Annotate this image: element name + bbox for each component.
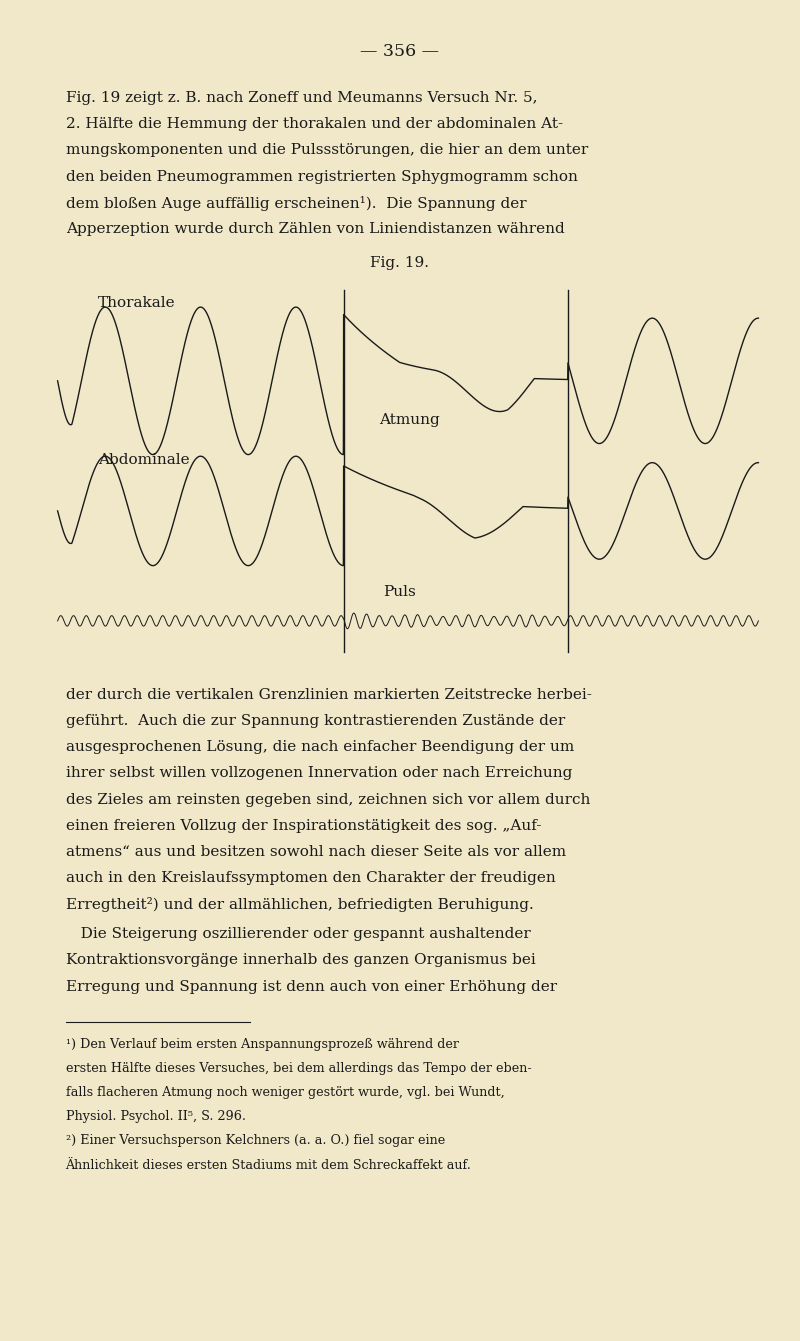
Text: mungskomponenten und die Pulssstörungen, die hier an dem unter: mungskomponenten und die Pulssstörungen,…: [66, 143, 588, 157]
Text: den beiden Pneumogrammen registrierten Sphygmogramm schon: den beiden Pneumogrammen registrierten S…: [66, 169, 578, 184]
Text: Physiol. Psychol. II⁵, S. 296.: Physiol. Psychol. II⁵, S. 296.: [66, 1110, 246, 1124]
Text: Erregtheit²) und der allmählichen, befriedigten Beruhigung.: Erregtheit²) und der allmählichen, befri…: [66, 897, 534, 912]
Text: dem bloßen Auge auffällig erscheinen¹).  Die Spannung der: dem bloßen Auge auffällig erscheinen¹). …: [66, 196, 526, 211]
Text: des Zieles am reinsten gegeben sind, zeichnen sich vor allem durch: des Zieles am reinsten gegeben sind, zei…: [66, 793, 590, 806]
Text: ¹) Den Verlauf beim ersten Anspannungsprozeß während der: ¹) Den Verlauf beim ersten Anspannungspr…: [66, 1038, 458, 1051]
Text: Kontraktionsvorgänge innerhalb des ganzen Organismus bei: Kontraktionsvorgänge innerhalb des ganze…: [66, 953, 535, 967]
Text: falls flacheren Atmung noch weniger gestört wurde, vgl. bei Wundt,: falls flacheren Atmung noch weniger gest…: [66, 1086, 504, 1100]
Text: Fig. 19 zeigt z. B. nach Zoneff und Meumanns Versuch Nr. 5,: Fig. 19 zeigt z. B. nach Zoneff und Meum…: [66, 91, 537, 105]
Text: auch in den Kreislaufssymptomen den Charakter der freudigen: auch in den Kreislaufssymptomen den Char…: [66, 872, 555, 885]
Text: Erregung und Spannung ist denn auch von einer Erhöhung der: Erregung und Spannung ist denn auch von …: [66, 979, 557, 994]
Text: Thorakale: Thorakale: [98, 296, 175, 310]
Text: Puls: Puls: [384, 585, 416, 598]
Text: ihrer selbst willen vollzogenen Innervation oder nach Erreichung: ihrer selbst willen vollzogenen Innervat…: [66, 766, 572, 780]
Text: Abdominale: Abdominale: [98, 453, 190, 467]
Text: Atmung: Atmung: [379, 413, 440, 426]
Text: Die Steigerung oszillierender oder gespannt aushaltender: Die Steigerung oszillierender oder gespa…: [66, 928, 530, 941]
Text: ²) Einer Versuchsperson Kelchners (a. a. O.) fiel sogar eine: ²) Einer Versuchsperson Kelchners (a. a.…: [66, 1134, 445, 1148]
Text: Apperzeption wurde durch Zählen von Liniendistanzen während: Apperzeption wurde durch Zählen von Lini…: [66, 221, 564, 236]
Text: ersten Hälfte dieses Versuches, bei dem allerdings das Tempo der eben-: ersten Hälfte dieses Versuches, bei dem …: [66, 1062, 531, 1075]
Text: Fig. 19.: Fig. 19.: [370, 256, 430, 270]
Text: atmens“ aus und besitzen sowohl nach dieser Seite als vor allem: atmens“ aus und besitzen sowohl nach die…: [66, 845, 566, 858]
Text: einen freieren Vollzug der Inspirationstätigkeit des sog. „Auf-: einen freieren Vollzug der Inspirationst…: [66, 818, 541, 833]
Text: 2. Hälfte die Hemmung der thorakalen und der abdominalen At-: 2. Hälfte die Hemmung der thorakalen und…: [66, 117, 562, 131]
Text: der durch die vertikalen Grenzlinien markierten Zeitstrecke herbei-: der durch die vertikalen Grenzlinien mar…: [66, 688, 591, 701]
Text: — 356 —: — 356 —: [361, 43, 439, 60]
Text: ausgesprochenen Lösung, die nach einfacher Beendigung der um: ausgesprochenen Lösung, die nach einfach…: [66, 740, 574, 754]
Text: Ähnlichkeit dieses ersten Stadiums mit dem Schreckaffekt auf.: Ähnlichkeit dieses ersten Stadiums mit d…: [66, 1159, 471, 1172]
Text: geführt.  Auch die zur Spannung kontrastierenden Zustände der: geführt. Auch die zur Spannung kontrasti…: [66, 713, 565, 728]
